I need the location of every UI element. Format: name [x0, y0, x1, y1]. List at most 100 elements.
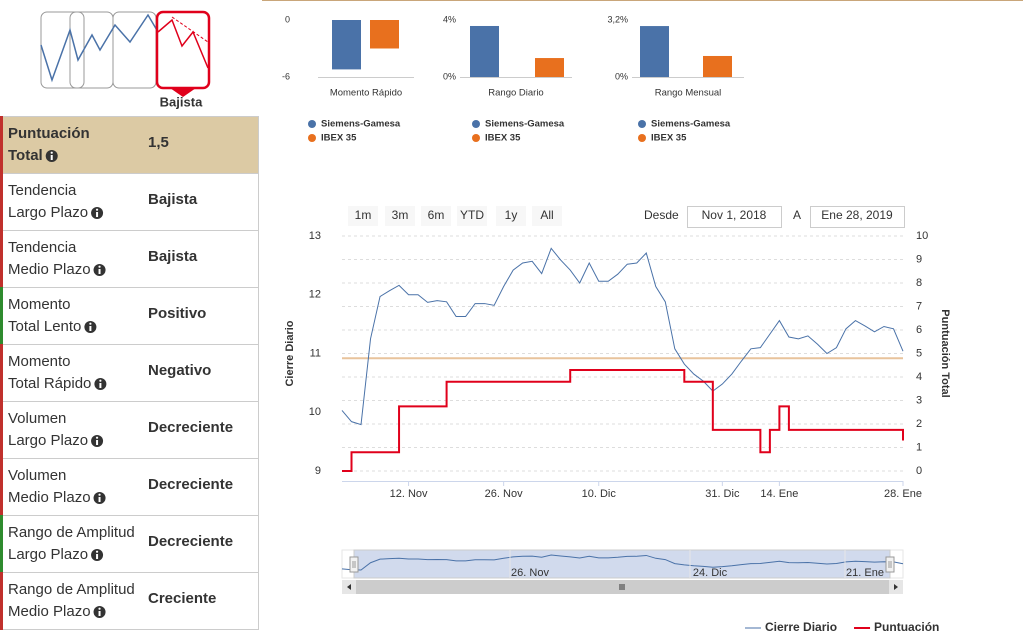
y-tick-label: 11: [310, 347, 321, 359]
score-row: [0, 116, 259, 174]
range-to-label: A: [793, 208, 801, 222]
y2-tick-label: 7: [916, 300, 922, 312]
range-button[interactable]: [457, 206, 487, 226]
info-icon-stem: [98, 611, 101, 616]
score-label: Total: [8, 147, 43, 164]
score-label: Medio Plazo: [8, 603, 91, 620]
score-value: Decreciente: [148, 419, 233, 436]
info-icon-dot: [89, 322, 92, 325]
info-icon-stem: [96, 554, 99, 559]
score-label: Largo Plazo: [8, 546, 88, 563]
y-tick-label: 0: [285, 14, 290, 24]
trend-pointer: [170, 88, 196, 97]
chart-title: Rango Diario: [488, 88, 543, 99]
legend-marker: [308, 120, 316, 128]
score-row: [0, 287, 259, 345]
legend-label: Siemens-Gamesa: [485, 119, 565, 130]
y2-tick-label: 10: [916, 230, 928, 242]
score-accent: [0, 230, 3, 288]
score-accent: [0, 287, 3, 345]
trend-box: [69, 11, 114, 89]
score-label: Volumen: [8, 467, 66, 484]
score-label: Puntuación: [8, 125, 90, 142]
trend-line: [40, 13, 159, 83]
y-tick-label: 4%: [443, 14, 456, 24]
x-tick-label: 26. Nov: [485, 488, 523, 500]
legend-marker: [638, 120, 646, 128]
bar: [370, 20, 399, 49]
navigator-label: 26. Nov: [511, 567, 549, 579]
info-icon-dot: [99, 379, 102, 382]
trend-line-active: [157, 18, 209, 69]
info-icon-stem: [96, 212, 99, 217]
legend-label: Cierre Diario: [765, 620, 837, 634]
info-icon-stem: [99, 383, 102, 388]
info-icon-stem: [98, 269, 101, 274]
legend-marker: [472, 134, 480, 142]
info-icon-dot: [95, 550, 99, 553]
range-button-label: YTD: [460, 208, 484, 222]
score-accent: [0, 515, 3, 573]
bar: [332, 20, 361, 70]
range-to-value: Ene 28, 2019: [821, 208, 893, 222]
score-label: Medio Plazo: [8, 489, 91, 506]
y-tick-label: 12: [309, 289, 321, 301]
legend-label: IBEX 35: [485, 133, 521, 144]
y-tick-label: 13: [309, 230, 321, 242]
y-tick-label: -6: [282, 71, 290, 81]
info-icon-dot: [95, 208, 99, 211]
score-label: Momento: [8, 353, 71, 370]
x-tick-label: 12. Nov: [390, 488, 428, 500]
x-tick-label: 31. Dic: [705, 488, 740, 500]
x-tick-label: 10. Dic: [582, 488, 617, 500]
score-value: Decreciente: [148, 533, 233, 550]
range-button-label: 1m: [355, 208, 372, 222]
trend-box: [112, 11, 157, 89]
y2-tick-label: 6: [916, 324, 922, 336]
scrollbar-arrow: [894, 584, 898, 590]
legend-marker: [638, 134, 646, 142]
y2-tick-label: 4: [916, 371, 922, 383]
navigator-handle[interactable]: [349, 556, 359, 573]
score-accent: [0, 401, 3, 459]
range-from-input[interactable]: [687, 206, 782, 228]
range-button: [496, 206, 526, 226]
score-accent: [0, 458, 3, 516]
navigator-handle[interactable]: [885, 556, 895, 573]
y-tick-label: 0%: [615, 71, 628, 81]
y-tick-label: 10: [309, 406, 321, 418]
score-value: Creciente: [148, 590, 216, 607]
score-row: [0, 230, 259, 288]
y2-tick-label: 9: [916, 253, 922, 265]
navigator-line: [341, 554, 904, 571]
score-label: Rango de Amplitud: [8, 524, 135, 541]
score-label: Rango de Amplitud: [8, 581, 135, 598]
trend-arrow: [171, 16, 209, 43]
score-accent: [0, 572, 3, 630]
range-to-input[interactable]: [810, 206, 905, 228]
range-button: [385, 206, 415, 226]
info-icon-dot: [98, 607, 101, 610]
bar: [640, 26, 669, 77]
score-accent: [0, 173, 3, 231]
legend-label: Siemens-Gamesa: [321, 119, 401, 130]
range-button[interactable]: [348, 206, 378, 226]
navigator-selection: [353, 549, 891, 579]
info-icon-stem: [98, 497, 101, 502]
x-tick-label: 14. Ene: [760, 488, 798, 500]
score-row: [0, 515, 259, 573]
range-from-label: Desde: [644, 208, 679, 222]
trend-icon: Bajista: [40, 10, 211, 109]
y2-tick-label: 5: [916, 347, 922, 359]
score-label: Medio Plazo: [8, 261, 91, 278]
info-icon-dot: [50, 151, 53, 154]
y-tick-label: 3,2%: [607, 14, 628, 24]
y-axis-title: Cierre Diario: [284, 320, 296, 386]
x-tick-label: 28. Ene: [884, 488, 922, 500]
score-label: Largo Plazo: [8, 204, 88, 221]
info-icon-dot: [98, 493, 101, 496]
range-button: [421, 206, 451, 226]
legend-label: Siemens-Gamesa: [651, 119, 731, 130]
legend-marker: [308, 134, 316, 142]
legend-label: IBEX 35: [321, 133, 357, 144]
